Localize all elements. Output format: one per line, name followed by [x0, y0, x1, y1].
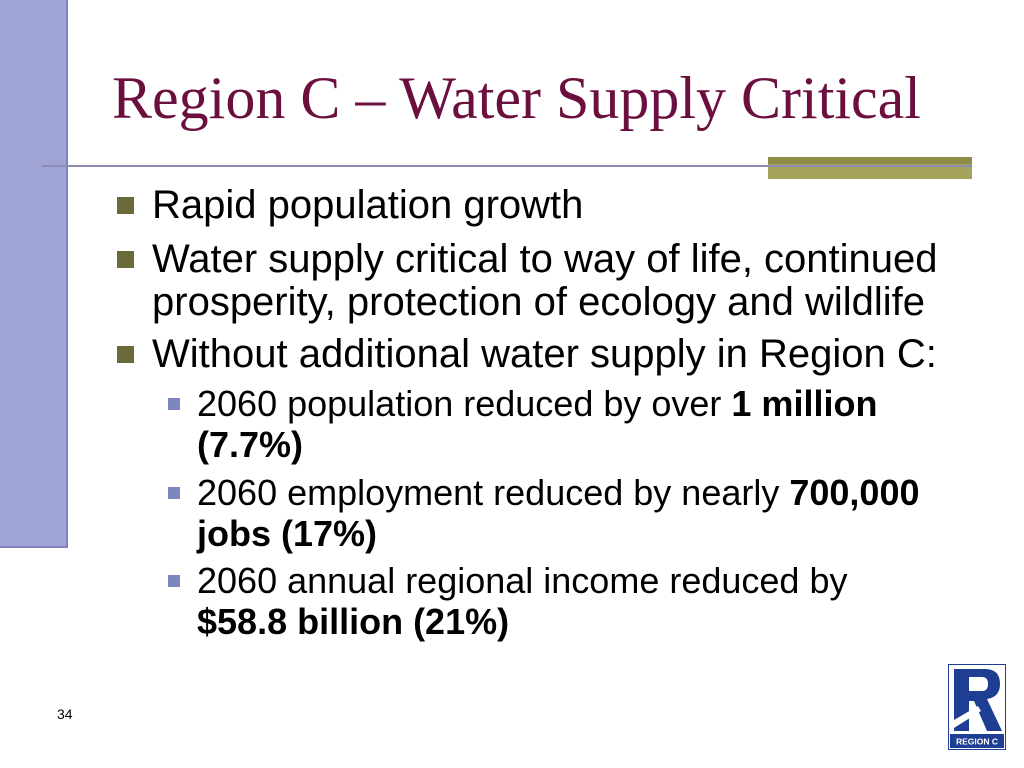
bullet-text: Rapid population growth [152, 184, 583, 227]
sub-bullet-square-icon [168, 575, 180, 587]
title-rule [42, 165, 972, 167]
bullet-line: Water supply critical to way of life, co… [152, 237, 938, 281]
bullet-line: prosperity, protection of ecology and wi… [152, 280, 926, 324]
bullet-text: Without additional water supply in Regio… [152, 333, 937, 376]
bold-emphasis: jobs (17%) [197, 513, 378, 554]
page-number: 34 [57, 706, 73, 722]
bullet-line: Rapid population growth [152, 183, 584, 227]
sub-bullet-line: 2060 population reduced by over [197, 383, 732, 424]
bullet-square-icon [117, 197, 134, 214]
bold-emphasis: 700,000 [789, 472, 920, 513]
slide-title: Region C – Water Supply Critical [112, 65, 921, 131]
bold-emphasis: $58.8 billion (21%) [197, 601, 510, 642]
bullet-square-icon [117, 346, 134, 363]
sub-bullet-text: 2060 employment reduced by nearly 700,00… [197, 472, 920, 554]
logo-caption: REGION C [956, 737, 998, 747]
sub-bullet-text: 2060 population reduced by over 1 millio… [197, 383, 877, 465]
sub-bullet-square-icon [168, 398, 180, 410]
side-bar [0, 0, 68, 548]
region-c-logo: REGION C [948, 664, 1006, 750]
sub-bullet-text: 2060 annual regional income reduced by $… [197, 560, 847, 642]
bold-emphasis: (7.7%) [197, 424, 304, 465]
bullet-square-icon [117, 251, 134, 268]
bold-emphasis: 1 million [731, 383, 878, 424]
olive-accent-bar-top [768, 157, 972, 164]
sub-bullet-line: 2060 employment reduced by nearly [197, 472, 790, 513]
region-c-logo-icon: REGION C [948, 664, 1006, 750]
bullet-text: Water supply critical to way of life, co… [152, 238, 938, 324]
bullet-line: Without additional water supply in Regio… [152, 332, 937, 376]
sub-bullet-square-icon [168, 487, 180, 499]
sub-bullet-line: 2060 annual regional income reduced by [197, 560, 848, 601]
